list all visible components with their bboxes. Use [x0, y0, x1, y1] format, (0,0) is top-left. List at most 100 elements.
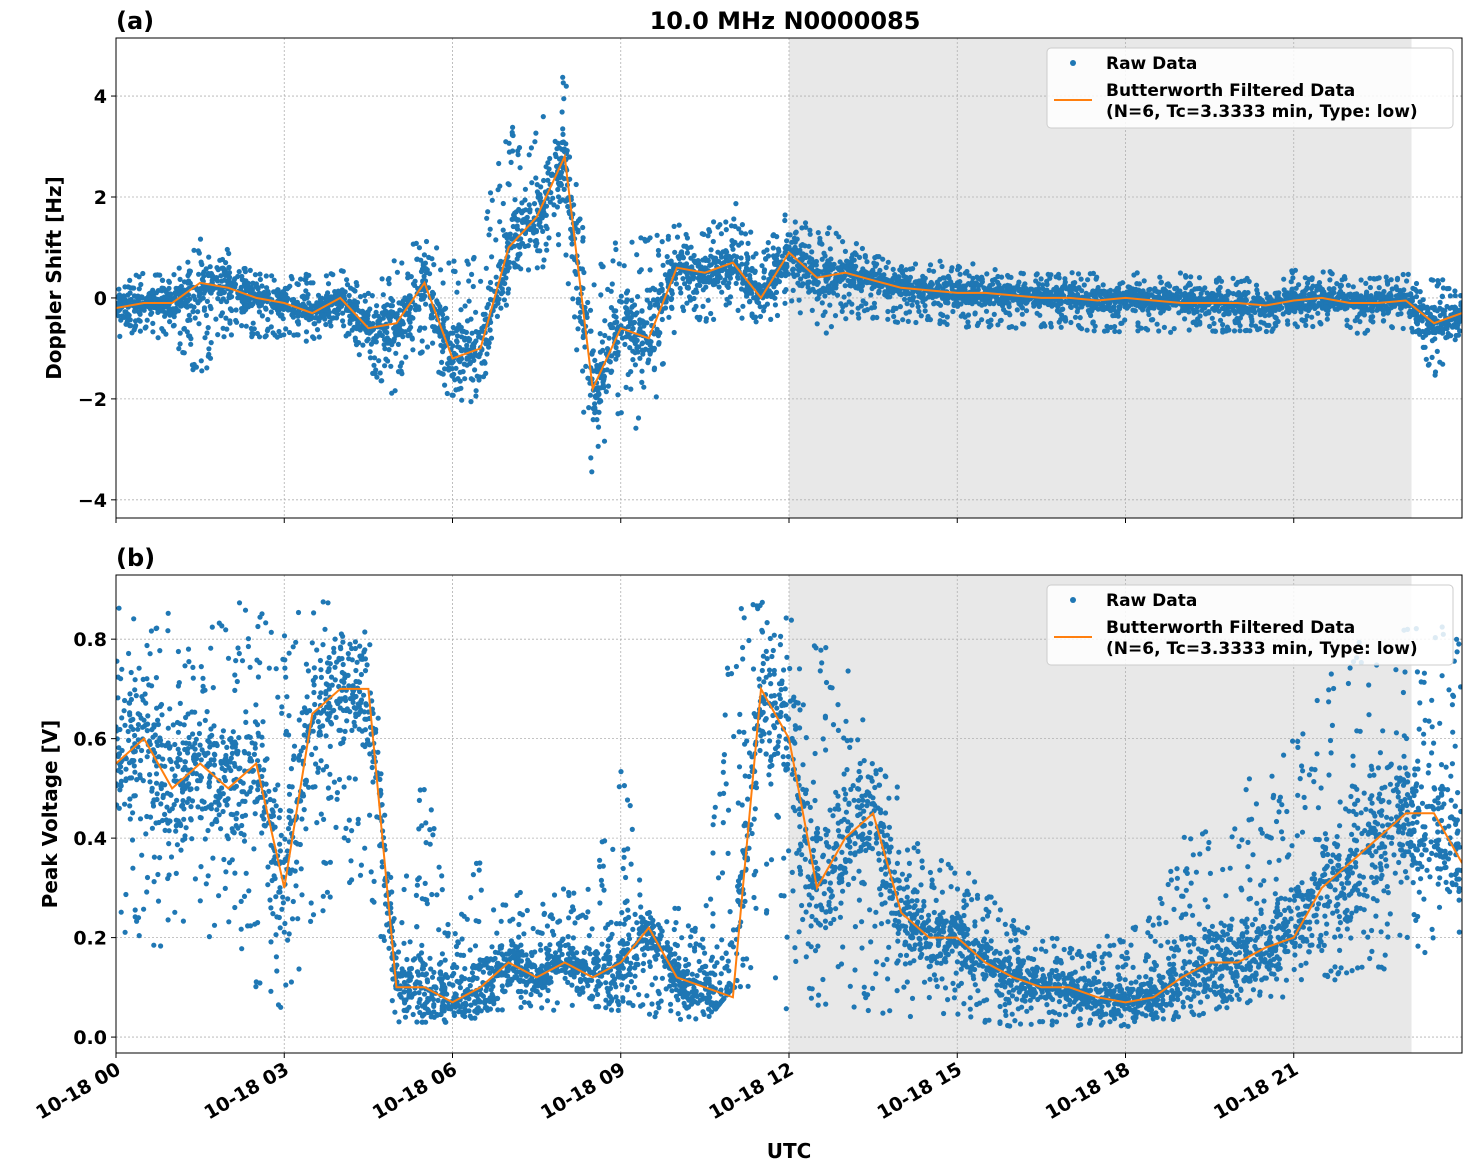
- raw-data-point: [384, 329, 390, 336]
- raw-data-point: [1102, 288, 1108, 295]
- raw-data-point: [199, 368, 205, 374]
- raw-data-point: [618, 293, 624, 299]
- raw-data-point: [1341, 294, 1347, 300]
- raw-data-point: [983, 308, 990, 314]
- raw-data-point: [736, 226, 742, 232]
- raw-data-point: [460, 347, 466, 353]
- raw-data-point: [1075, 322, 1082, 329]
- raw-data-point: [727, 264, 733, 270]
- raw-data-point: [1292, 309, 1298, 315]
- raw-data-point: [351, 305, 358, 312]
- raw-data-point: [1170, 302, 1176, 308]
- raw-data-point: [622, 341, 628, 347]
- raw-data-point: [394, 269, 400, 275]
- raw-data-point: [978, 282, 984, 288]
- raw-data-point: [384, 335, 390, 341]
- raw-data-point: [288, 273, 294, 280]
- raw-data-point: [323, 298, 330, 304]
- raw-data-point: [744, 260, 750, 266]
- raw-data-point: [703, 318, 709, 324]
- raw-data-point: [677, 285, 683, 291]
- raw-data-point: [1359, 295, 1365, 301]
- raw-data-point: [726, 253, 732, 259]
- raw-data-point: [849, 262, 855, 268]
- raw-data-point: [1216, 289, 1222, 295]
- raw-data-point: [132, 318, 139, 324]
- raw-data-point: [834, 292, 841, 298]
- raw-data-point: [422, 293, 428, 299]
- raw-data-point: [999, 285, 1005, 292]
- raw-data-point: [370, 339, 376, 345]
- raw-data-point: [1231, 328, 1238, 334]
- raw-data-point: [984, 286, 990, 292]
- raw-data-point: [705, 297, 711, 303]
- raw-data-point: [1124, 289, 1130, 295]
- raw-data-point: [1292, 267, 1298, 273]
- raw-data-point: [573, 220, 580, 226]
- raw-data-point: [323, 321, 329, 328]
- raw-data-point: [1268, 296, 1274, 302]
- raw-data-point: [787, 232, 793, 238]
- raw-data-point: [665, 279, 671, 285]
- raw-data-point: [434, 245, 440, 251]
- raw-data-point: [1310, 300, 1316, 306]
- raw-data-point: [1342, 276, 1348, 282]
- raw-data-point: [177, 341, 183, 347]
- raw-data-point: [713, 255, 719, 261]
- raw-data-point: [283, 326, 289, 332]
- raw-data-point: [442, 306, 448, 312]
- raw-data-point: [224, 326, 230, 332]
- raw-data-point: [732, 223, 738, 229]
- raw-data-point: [726, 280, 732, 286]
- raw-data-point: [1326, 286, 1332, 292]
- raw-data-point: [1020, 271, 1026, 277]
- raw-data-point: [252, 272, 258, 278]
- raw-data-point: [554, 204, 561, 210]
- raw-data-point: [1168, 329, 1174, 335]
- raw-data-point: [1239, 297, 1245, 303]
- raw-data-point: [944, 314, 950, 320]
- raw-data-point: [717, 222, 723, 228]
- raw-data-point: [461, 361, 467, 367]
- raw-data-point: [532, 139, 538, 145]
- raw-data-point: [357, 294, 364, 300]
- raw-data-point: [196, 250, 202, 256]
- raw-data-point: [594, 387, 601, 393]
- raw-data-point: [1072, 298, 1078, 305]
- raw-data-point: [1195, 316, 1201, 322]
- raw-data-point: [487, 296, 494, 303]
- raw-data-point: [639, 379, 645, 385]
- raw-data-point: [837, 259, 843, 265]
- raw-data-point: [549, 171, 555, 177]
- raw-data-point: [274, 292, 280, 298]
- raw-data-point: [456, 386, 462, 392]
- raw-data-point: [896, 275, 902, 281]
- raw-data-point: [1345, 282, 1351, 288]
- raw-data-point: [580, 224, 586, 231]
- raw-data-point: [601, 438, 608, 444]
- raw-data-point: [218, 298, 224, 305]
- raw-data-point: [957, 295, 963, 301]
- raw-data-point: [496, 160, 502, 167]
- raw-data-point: [489, 254, 495, 260]
- raw-data-point: [1257, 312, 1263, 318]
- raw-data-point: [265, 326, 271, 332]
- raw-data-point: [1213, 304, 1219, 310]
- raw-data-point: [627, 316, 633, 323]
- raw-data-point: [653, 394, 659, 400]
- raw-data-point: [417, 325, 424, 331]
- raw-data-point: [215, 267, 221, 273]
- raw-data-point: [1100, 282, 1106, 288]
- raw-data-point: [484, 351, 490, 357]
- raw-data-point: [529, 180, 535, 186]
- raw-data-point: [703, 265, 709, 271]
- raw-data-point: [790, 266, 797, 272]
- raw-data-point: [242, 269, 248, 275]
- raw-data-point: [1142, 291, 1148, 298]
- raw-data-point: [1289, 286, 1295, 292]
- raw-data-point: [761, 269, 767, 275]
- raw-data-point: [541, 257, 547, 263]
- raw-data-point: [181, 325, 187, 332]
- raw-data-point: [799, 242, 806, 248]
